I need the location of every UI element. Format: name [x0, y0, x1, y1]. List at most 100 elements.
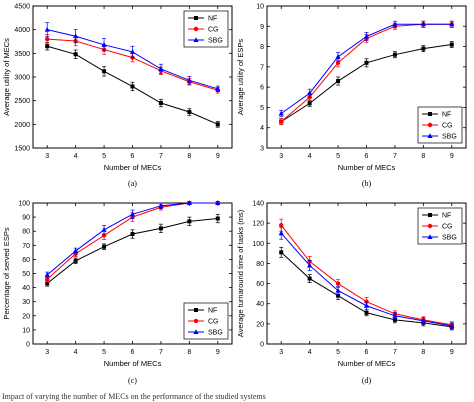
marker-square	[194, 308, 198, 312]
y-tick-label: 5	[260, 105, 264, 112]
subfigure-label: (b)	[362, 179, 372, 188]
legend-label: NF	[208, 308, 217, 315]
y-tick-label: 60	[22, 257, 30, 264]
figure-caption: Impact of varying the number of MECs on …	[2, 392, 266, 401]
y-tick-label: 7	[260, 64, 264, 71]
marker-square	[307, 101, 312, 106]
marker-square	[449, 42, 454, 47]
x-tick-label: 9	[450, 153, 454, 160]
x-tick-label: 3	[45, 153, 49, 160]
x-tick-label: 9	[216, 349, 220, 356]
x-tick-label: 9	[450, 349, 454, 356]
legend: NF CG SBG	[183, 10, 229, 48]
marker-square	[187, 110, 192, 115]
y-tick-label: 0	[260, 342, 264, 349]
x-tick-label: 9	[216, 153, 220, 160]
marker-triangle	[449, 323, 455, 328]
series-NF	[45, 213, 220, 287]
marker-triangle	[335, 287, 341, 293]
y-axis-label: Average turnaround time of tasks (ms)	[236, 209, 245, 337]
series-SBG	[278, 226, 455, 330]
legend-label: NF	[442, 112, 451, 119]
y-tick-label: 8	[260, 44, 264, 51]
marker-triangle	[307, 90, 313, 96]
marker-circle	[427, 122, 433, 128]
x-tick-label: 6	[365, 349, 369, 356]
y-axis-label: Average utility of ESPs	[236, 39, 245, 115]
x-tick-label: 7	[393, 349, 397, 356]
marker-circle	[335, 60, 341, 65]
y-tick-label: 60	[256, 281, 264, 288]
y-tick-label: 30	[22, 299, 30, 306]
y-axis-label: Percentage of served ESPs	[2, 227, 11, 319]
legend-label: CG	[442, 123, 453, 130]
marker-square	[428, 213, 432, 217]
y-tick-label: 4	[260, 125, 264, 132]
x-tick-label: 3	[45, 349, 49, 356]
y-tick-label: 10	[22, 327, 30, 334]
x-tick-label: 8	[187, 349, 191, 356]
x-tick-label: 4	[308, 349, 312, 356]
marker-square	[392, 52, 397, 57]
marker-circle	[193, 318, 199, 324]
x-tick-label: 5	[336, 349, 340, 356]
marker-circle	[279, 119, 284, 124]
marker-square	[130, 232, 135, 237]
marker-circle	[427, 223, 433, 229]
series-SBG	[44, 200, 221, 279]
y-tick-label: 10	[256, 4, 264, 11]
marker-triangle	[427, 133, 433, 138]
marker-triangle	[420, 318, 426, 323]
legend-label: SBG	[208, 38, 223, 45]
y-tick-label: 3000	[14, 75, 30, 82]
chart-panel-1: 3 4 5 6 7 8 9 3 4 5 6 7 8 9 10 Number of MECs Average ut…	[236, 4, 467, 188]
x-tick-label: 8	[421, 153, 425, 160]
subfigure-label: (a)	[128, 179, 137, 188]
x-tick-label: 5	[102, 153, 106, 160]
y-tick-label: 40	[22, 285, 30, 292]
marker-square	[279, 250, 284, 255]
x-tick-label: 4	[74, 349, 78, 356]
marker-square	[45, 44, 50, 49]
y-tick-label: 40	[256, 301, 264, 308]
marker-square	[392, 317, 397, 322]
x-tick-label: 6	[365, 153, 369, 160]
series-line	[46, 218, 218, 284]
y-tick-label: 50	[22, 271, 30, 278]
legend-label: CG	[208, 27, 219, 34]
subfigure-label: (d)	[362, 376, 372, 385]
y-tick-label: 4000	[14, 27, 30, 34]
marker-triangle	[158, 203, 164, 208]
legend: NF CG SBG	[417, 106, 463, 144]
y-tick-label: 80	[22, 229, 30, 236]
x-axis-label: Number of MECs	[104, 163, 162, 172]
marker-square	[102, 69, 107, 74]
x-tick-label: 8	[421, 349, 425, 356]
y-tick-label: 2500	[14, 98, 30, 105]
x-axis-label: Number of MECs	[338, 359, 396, 368]
marker-square	[158, 226, 163, 231]
y-tick-label: 2000	[14, 122, 30, 129]
marker-triangle	[278, 230, 284, 236]
legend-label: NF	[208, 16, 217, 23]
marker-triangle	[193, 37, 199, 42]
legend-label: CG	[442, 224, 453, 231]
x-axis-label: Number of MECs	[338, 163, 396, 172]
marker-square	[45, 281, 50, 286]
y-tick-label: 3500	[14, 51, 30, 58]
marker-square	[73, 258, 78, 263]
marker-circle	[45, 36, 50, 42]
marker-triangle	[193, 329, 199, 334]
marker-triangle	[73, 248, 79, 253]
marker-triangle	[73, 33, 79, 39]
y-tick-label: 70	[22, 243, 30, 250]
x-tick-label: 6	[131, 349, 135, 356]
x-tick-label: 7	[393, 153, 397, 160]
x-tick-label: 3	[279, 349, 283, 356]
marker-square	[421, 46, 426, 51]
marker-square	[364, 310, 369, 315]
marker-triangle	[186, 77, 192, 83]
marker-triangle	[44, 272, 50, 277]
x-tick-label: 7	[159, 153, 163, 160]
